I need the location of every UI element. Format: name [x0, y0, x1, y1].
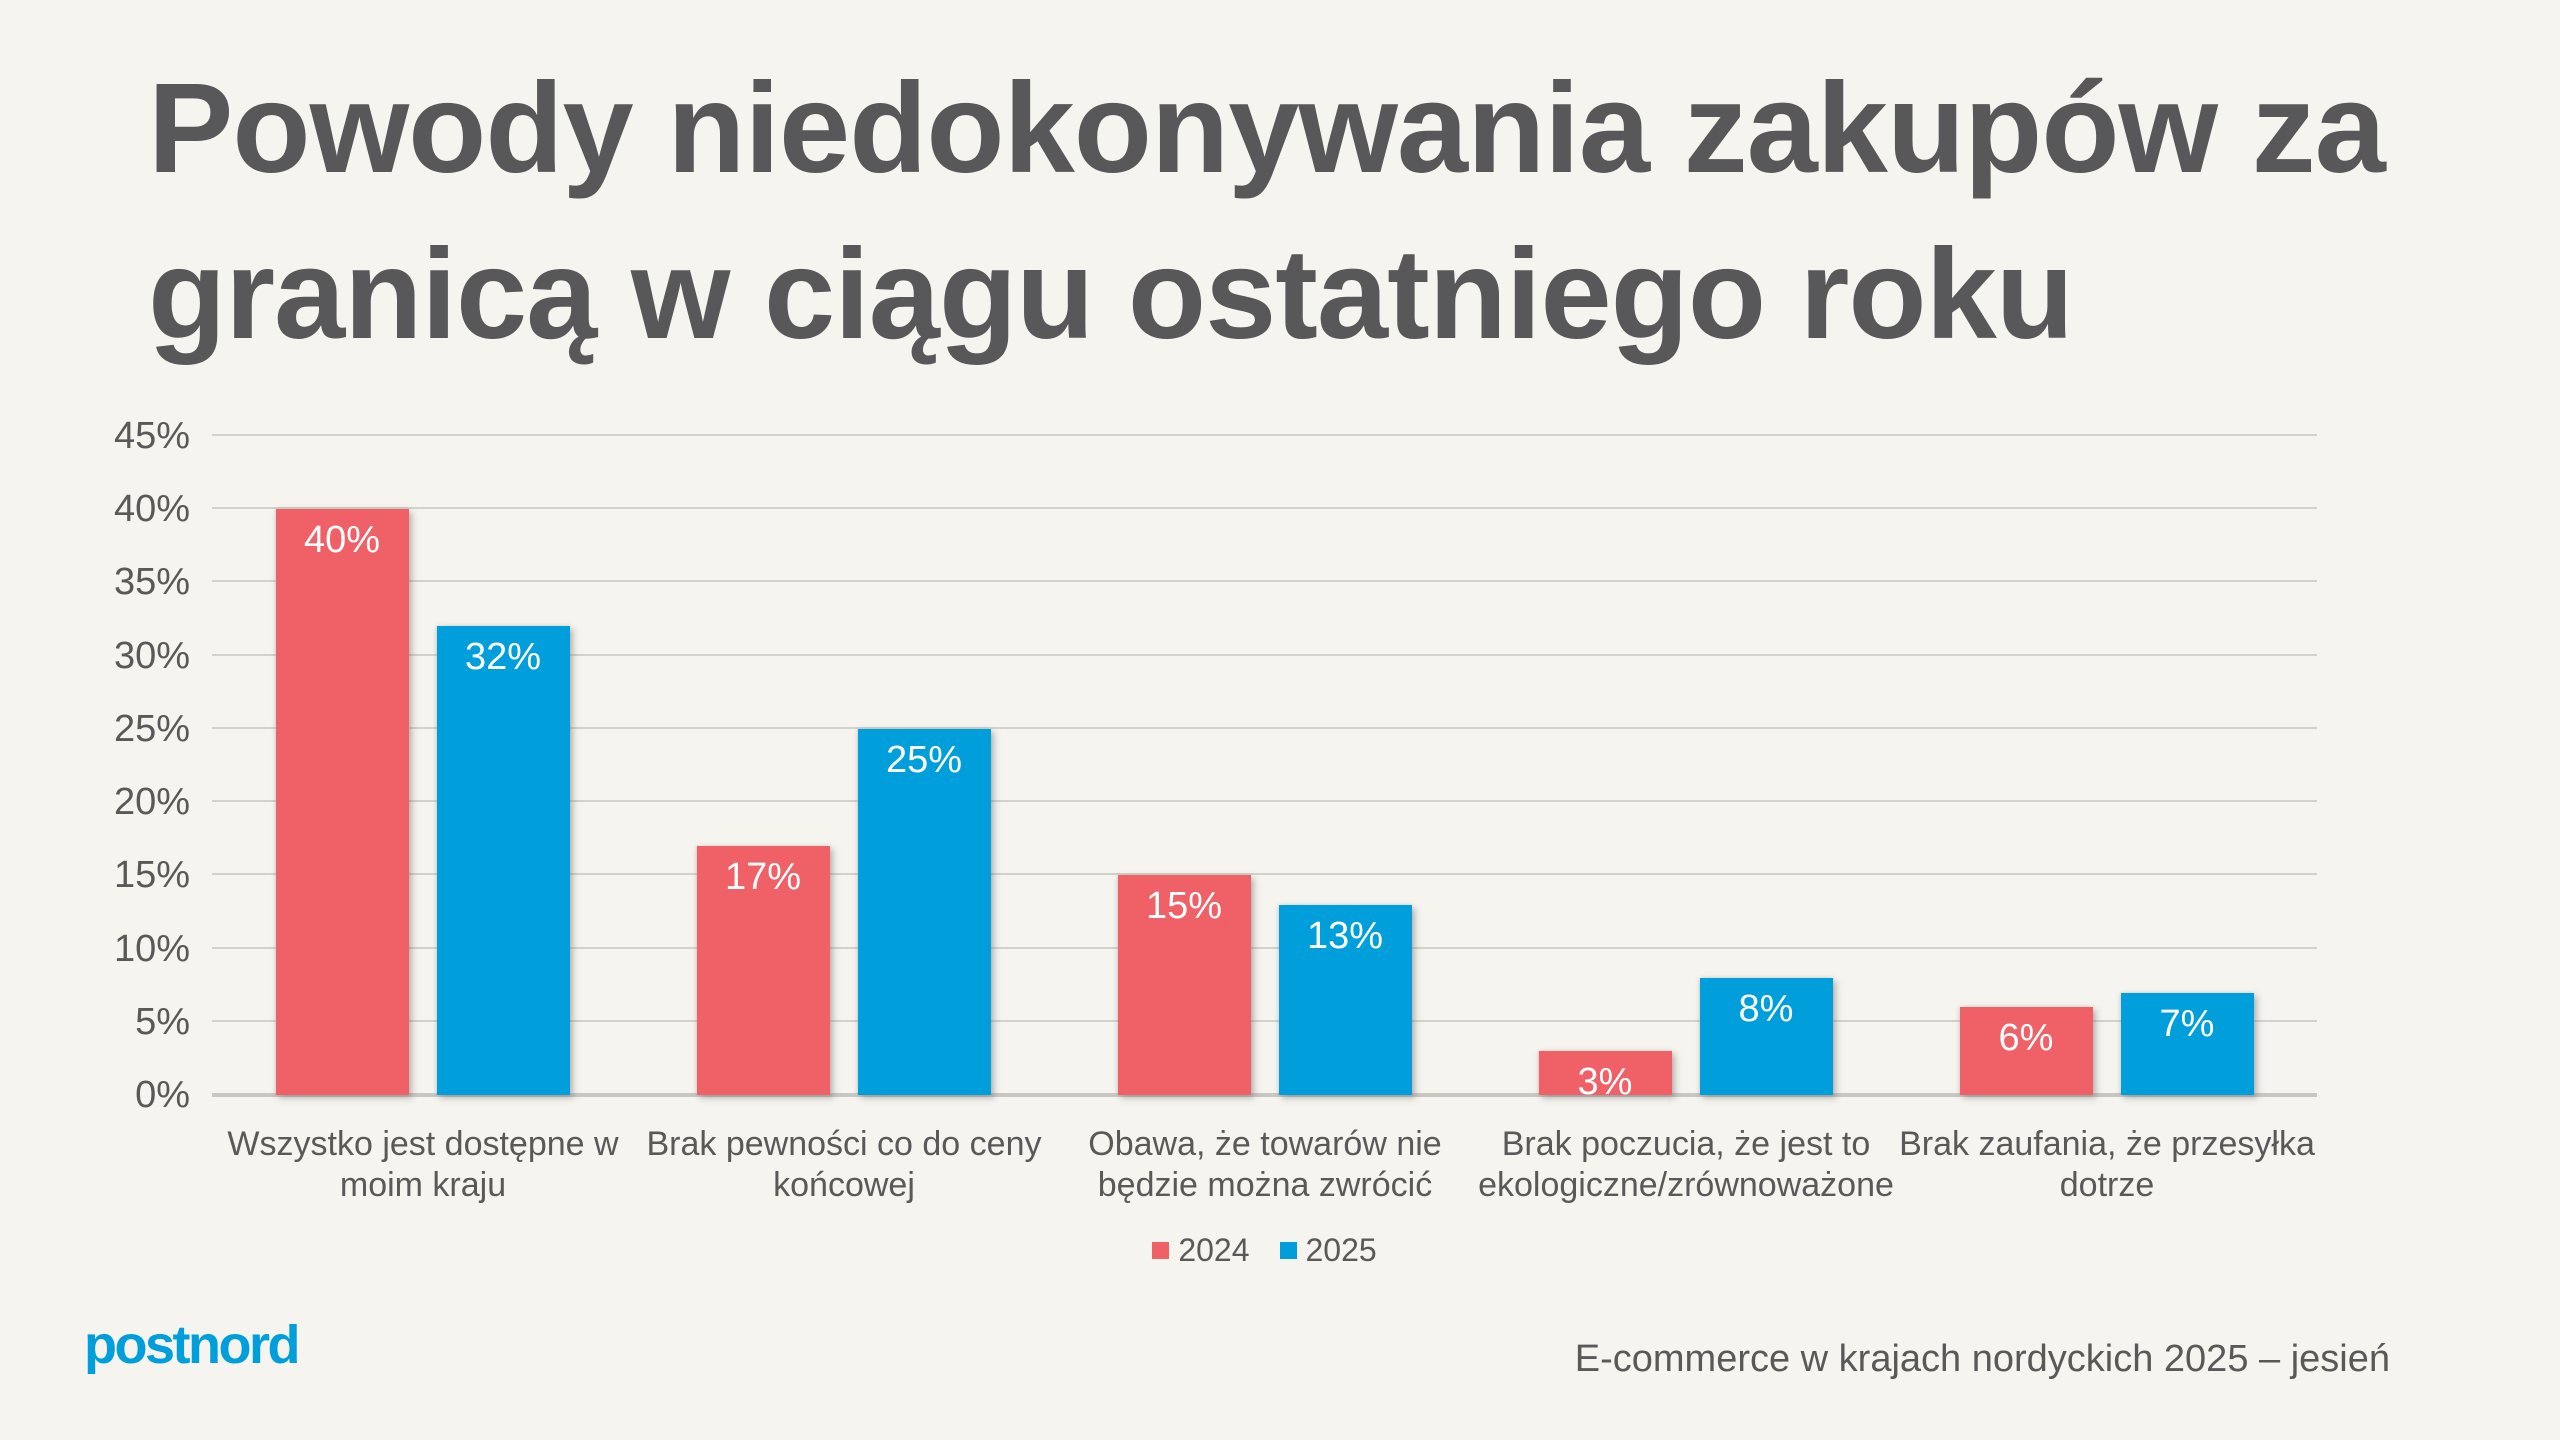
- bar-value-label: 17%: [724, 856, 802, 899]
- gridline-20: [212, 800, 2317, 803]
- y-tick-label: 20%: [113, 781, 190, 823]
- plot-area: 40% 32% 17% 25% 15% 13% 3% 8% 6% 7%: [212, 434, 2317, 1103]
- gridline-40: [212, 507, 2317, 510]
- bar-2025-3: 13%: [1278, 904, 1412, 1095]
- bar-2024-5: 6%: [1959, 1007, 2093, 1095]
- bar-2024-3: 15%: [1117, 875, 1251, 1095]
- bar-value-label: 6%: [1998, 1017, 2054, 1060]
- legend-item-2025: 2025: [1279, 1232, 1377, 1269]
- postnord-logo: postnord: [84, 1315, 300, 1375]
- gridline-5: [212, 1019, 2317, 1022]
- y-tick-label: 25%: [113, 708, 190, 750]
- bar-value-label: 32%: [464, 636, 542, 679]
- y-tick-label: 0%: [135, 1074, 190, 1116]
- bar-value-label: 13%: [1306, 914, 1384, 957]
- footer: postnord E-commerce w krajach nordyckich…: [0, 1300, 2560, 1440]
- bar-group-4: 3% 8%: [1475, 436, 1896, 1103]
- bar-value-label: 15%: [1145, 885, 1223, 928]
- legend-swatch-2024: [1152, 1242, 1170, 1259]
- bar-value-label: 40%: [303, 519, 381, 562]
- y-tick-label: 35%: [113, 561, 190, 603]
- category-label-1: Wszystko jest dostępne w moim kraju: [227, 1125, 619, 1204]
- x-axis-line: [212, 1093, 2317, 1097]
- bar-group-3: 15% 13%: [1054, 436, 1475, 1095]
- bar-2025-5: 7%: [2120, 992, 2254, 1095]
- y-tick-label: 40%: [113, 488, 190, 530]
- legend-label: 2025: [1305, 1232, 1377, 1268]
- bar-group-5: 6% 7%: [1896, 436, 2317, 1095]
- bar-2025-1: 32%: [436, 626, 570, 1095]
- legend: 2024 2025: [212, 1232, 2317, 1269]
- bar-value-label: 8%: [1738, 987, 1794, 1030]
- bar-value-label: 3%: [1577, 1061, 1633, 1104]
- legend-item-2024: 2024: [1152, 1232, 1250, 1269]
- y-tick-label: 5%: [135, 1001, 190, 1043]
- bar-group-1: 40% 32%: [212, 436, 633, 1095]
- gridline-45: [212, 434, 2317, 436]
- bar-value-label: 25%: [885, 738, 963, 781]
- gridline-30: [212, 653, 2317, 656]
- chart-title: Powody niedokonywania zakupów za granicą…: [148, 57, 2386, 367]
- source-caption: E-commerce w krajach nordyckich 2025 – j…: [1574, 1338, 2390, 1380]
- bar-2024-4: 3%: [1538, 1051, 1672, 1103]
- bar-2024-2: 17%: [696, 846, 830, 1095]
- legend-label: 2024: [1178, 1232, 1250, 1268]
- gridline-25: [212, 726, 2317, 729]
- y-tick-label: 30%: [113, 635, 190, 677]
- y-tick-label: 45%: [113, 415, 190, 457]
- bar-2025-2: 25%: [857, 728, 991, 1095]
- y-tick-label: 10%: [113, 928, 190, 970]
- gridline-35: [212, 580, 2317, 583]
- category-label-5: Brak zaufania, że przesyłka dotrze: [1899, 1125, 2315, 1204]
- bar-2024-1: 40%: [275, 509, 409, 1095]
- legend-swatch-2025: [1279, 1242, 1297, 1259]
- gridline-10: [212, 946, 2317, 949]
- bar-value-label: 7%: [2159, 1002, 2215, 1045]
- category-label-3: Obawa, że towarów nie będzie można zwróc…: [1088, 1125, 1442, 1204]
- y-tick-label: 15%: [113, 854, 190, 896]
- bar-2025-4: 8%: [1699, 977, 1833, 1095]
- category-label-4: Brak poczucia, że jest to ekologiczne/zr…: [1478, 1125, 1894, 1204]
- bar-group-2: 17% 25%: [633, 436, 1054, 1095]
- category-label-2: Brak pewności co do ceny końcowej: [646, 1125, 1042, 1204]
- gridline-15: [212, 873, 2317, 876]
